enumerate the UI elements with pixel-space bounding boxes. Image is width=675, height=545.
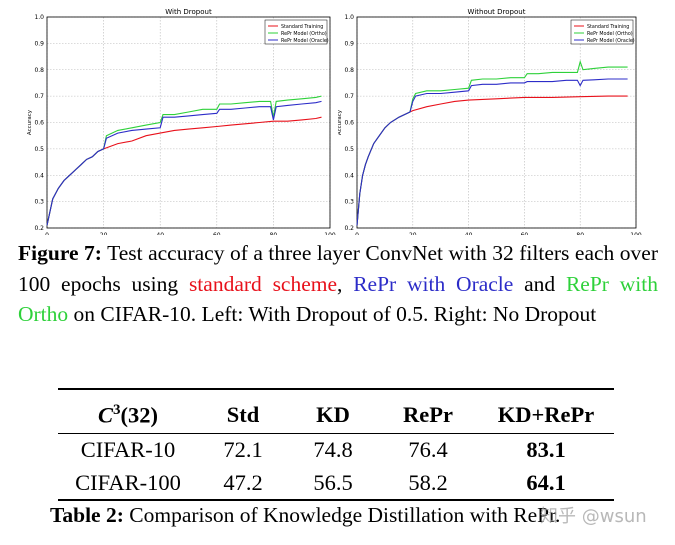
table-cell: 58.2 <box>408 469 448 495</box>
y-tick-label: 0.5 <box>34 146 44 153</box>
table-header-row: C3(32) Std KD RePr KD+RePr <box>58 397 614 433</box>
caption-and: and <box>524 271 556 296</box>
figure-caption: Figure 7: Test accuracy of a three layer… <box>18 238 658 330</box>
table-header-kd-repr: KD+RePr <box>497 402 595 427</box>
y-tick-label: 1.0 <box>34 14 44 21</box>
legend-label: Standard Training <box>281 24 323 30</box>
x-tick-label: 20 <box>100 232 108 235</box>
table-cell-best: 64.1 <box>526 469 566 495</box>
chart-svg: 0 20 40 60 80 100 0.2 0.3 0.4 0.5 0.6 0.7 0.8 0.9 1.0 W… <box>338 8 642 235</box>
caption-part2: on CIFAR-10. Left: With Dropout of 0.5. … <box>73 302 597 326</box>
caption-comma: , <box>337 271 343 296</box>
y-tick-label: 0.3 <box>34 199 44 206</box>
x-tick-label: 40 <box>156 232 164 235</box>
y-tick-label: 1.0 <box>344 14 354 21</box>
x-tick-label: 60 <box>521 232 529 235</box>
y-tick-label: 0.3 <box>344 199 354 206</box>
series-line <box>356 95 628 226</box>
watermark: 知乎 @wsun <box>540 502 647 528</box>
chart-without-dropout: 0 20 40 60 80 100 0.2 0.3 0.4 0.5 0.6 0.7 0.8 0.9 1.0 W… <box>338 0 675 235</box>
y-tick-label: 0.4 <box>34 172 44 179</box>
table-caption-text: Comparison of Knowledge Distillation wit… <box>129 503 561 527</box>
chart-title: Without Dropout <box>468 8 526 16</box>
caption-part1: Test accuracy of a three layer ConvNet w… <box>18 241 658 296</box>
x-tick-label: 0 <box>45 232 49 235</box>
y-tick-label: 0.5 <box>344 146 354 153</box>
y-tick-label: 0.9 <box>34 40 44 47</box>
x-tick-label: 60 <box>213 232 221 235</box>
table-label: Table 2: <box>50 503 124 527</box>
series-line <box>46 95 322 226</box>
y-tick-label: 0.8 <box>34 67 44 74</box>
table-header-math: C3(32) <box>97 401 158 428</box>
table-row: CIFAR-100 47.2 56.5 58.2 64.1 <box>58 466 614 499</box>
legend-label: RePr Model (Ortho) <box>281 31 327 37</box>
results-table-grid: C3(32) Std KD RePr KD+RePr CIFAR-10 72.1… <box>58 397 614 499</box>
chart-title: With Dropout <box>165 8 212 16</box>
table-cell: 56.5 <box>313 469 353 495</box>
y-axis-label: Accuracy <box>338 109 343 135</box>
table-top-rule <box>58 388 614 390</box>
y-tick-label: 0.4 <box>344 172 354 179</box>
table-row: CIFAR-10 72.1 74.8 76.4 83.1 <box>58 433 614 466</box>
y-axis-label: Accuracy <box>27 109 33 135</box>
caption-red-text: standard scheme <box>188 271 338 296</box>
y-tick-label: 0.9 <box>344 40 354 47</box>
table-cell-best: 83.1 <box>526 436 566 462</box>
y-tick-label: 0.7 <box>344 93 354 100</box>
series-line <box>46 116 322 226</box>
table-row-name: CIFAR-100 <box>75 469 181 495</box>
y-tick-label: 0.2 <box>34 225 44 232</box>
caption-green-text: RePr with Ortho <box>18 271 658 327</box>
table-caption: Table 2: Comparison of Knowledge Distill… <box>50 503 560 528</box>
y-tick-label: 0.7 <box>34 93 44 100</box>
legend-label: Standard Training <box>587 24 629 30</box>
y-tick-label: 0.2 <box>344 225 354 232</box>
chart-svg: 0 20 40 60 80 100 0.2 0.3 0.4 0.5 0.6 0.7 0.8 0.9 1.0 W… <box>27 8 336 235</box>
table-bottom-rule <box>58 499 614 501</box>
table-header-std: Std <box>226 402 260 427</box>
figure-label: Figure 7: <box>18 241 102 265</box>
table-cell: 76.4 <box>408 436 448 462</box>
plot-frame <box>46 16 331 229</box>
table-mid-rule <box>58 433 614 434</box>
table-header-kd: KD <box>316 402 350 427</box>
y-tick-label: 0.6 <box>34 120 44 127</box>
x-tick-label: 40 <box>465 232 473 235</box>
series-line <box>46 100 322 226</box>
watermark-text: 知乎 @wsun <box>540 506 647 527</box>
series-line <box>356 78 628 226</box>
table-cell: 47.2 <box>223 469 263 495</box>
legend-label: RePr Model (Oracle) <box>281 38 329 44</box>
legend-label: RePr Model (Oracle) <box>587 38 635 44</box>
x-tick-label: 80 <box>576 232 584 235</box>
caption-blue-text: RePr with Oracle <box>353 271 514 296</box>
x-tick-label: 0 <box>355 232 359 235</box>
x-tick-label: 80 <box>270 232 278 235</box>
y-tick-label: 0.6 <box>344 120 354 127</box>
series-line <box>356 59 628 226</box>
x-tick-label: 100 <box>324 232 336 235</box>
y-tick-label: 0.8 <box>344 67 354 74</box>
table-cell: 74.8 <box>313 436 353 462</box>
legend-label: RePr Model (Ortho) <box>587 31 633 37</box>
x-tick-label: 100 <box>630 232 642 235</box>
x-tick-label: 20 <box>409 232 417 235</box>
table-header-repr: RePr <box>403 402 453 427</box>
table-row-name: CIFAR-10 <box>80 436 176 462</box>
plot-frame <box>356 16 637 229</box>
table-cell: 72.1 <box>223 436 263 462</box>
chart-with-dropout: 0 20 40 60 80 100 0.2 0.3 0.4 0.5 0.6 0.7 0.8 0.9 1.0 W… <box>0 0 338 235</box>
